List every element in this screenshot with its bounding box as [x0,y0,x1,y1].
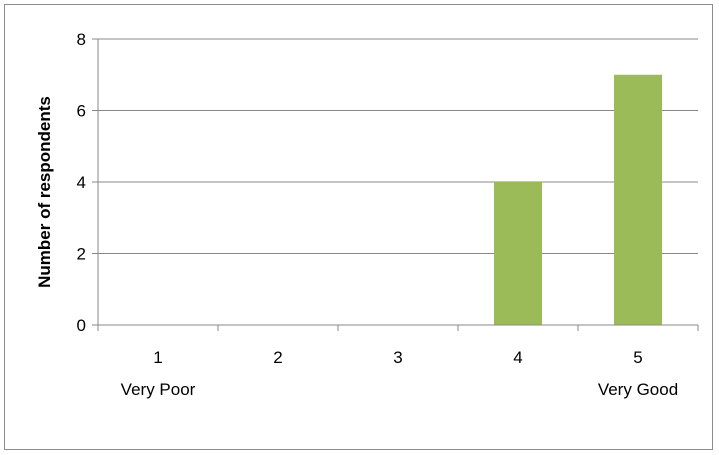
bars [494,74,662,325]
bar-4 [494,182,542,325]
gridlines [98,38,698,254]
x-tick-labels: 1 Very Poor 2 3 4 5 Very Good [121,348,678,399]
x-tick-label: 5 [633,348,642,367]
y-tick-label: 6 [77,102,86,121]
y-tick-label: 8 [77,30,86,49]
x-tick-sublabel: Very Good [598,380,678,399]
y-tick-label: 2 [77,245,86,264]
chart-frame [4,4,713,450]
y-axis-title: Number of respondents [35,96,54,288]
x-tick-label: 2 [273,348,282,367]
bar-5 [614,74,662,325]
x-tick-sublabel: Very Poor [121,380,196,399]
y-tick-label: 4 [77,173,86,192]
x-tick-label: 4 [513,348,522,367]
y-tick-labels: 0 2 4 6 8 [77,30,86,335]
y-tick-label: 0 [77,316,86,335]
x-tick-label: 3 [393,348,402,367]
x-tick-label: 1 [153,348,162,367]
axes [92,38,699,331]
